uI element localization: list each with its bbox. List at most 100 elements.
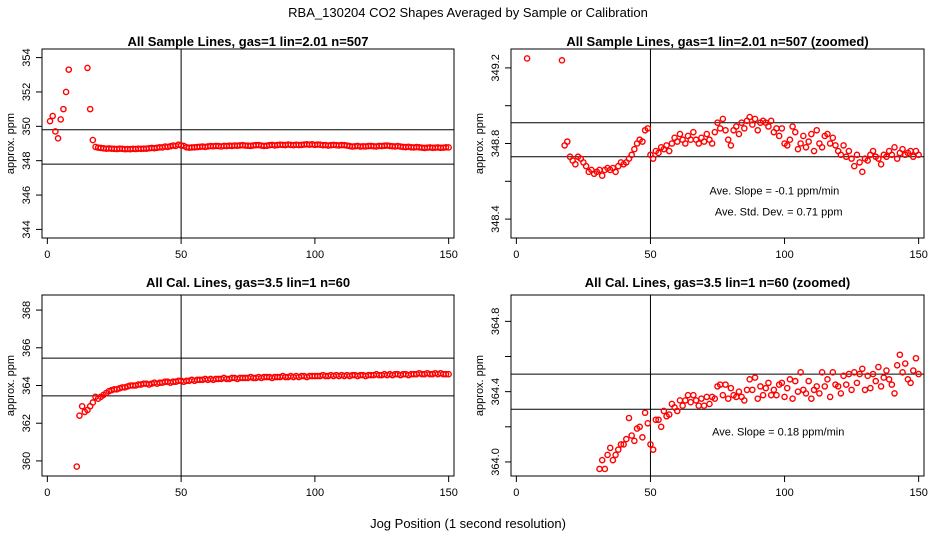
data-point xyxy=(609,456,617,464)
data-point xyxy=(54,135,62,142)
data-point xyxy=(896,351,904,359)
data-point xyxy=(813,383,821,390)
data-point xyxy=(848,155,855,162)
data-point xyxy=(783,384,791,392)
data-point xyxy=(775,132,783,140)
data-point xyxy=(89,136,97,144)
data-point xyxy=(445,370,452,378)
data-point xyxy=(700,402,708,410)
data-point xyxy=(644,125,652,132)
y-axis-label: approx. ppm xyxy=(474,355,486,416)
data-point xyxy=(786,376,794,383)
y-tick-label: 350 xyxy=(21,117,33,135)
data-point xyxy=(856,370,863,378)
data-point xyxy=(743,386,751,394)
data-point xyxy=(673,138,681,145)
data-point xyxy=(655,149,662,157)
data-point xyxy=(789,395,796,402)
data-point xyxy=(657,423,665,431)
data-point xyxy=(875,363,882,371)
data-point xyxy=(614,446,622,453)
data-point xyxy=(746,376,753,383)
data-point xyxy=(893,361,901,369)
data-point xyxy=(690,391,697,399)
y-axis-label: approx. ppm xyxy=(5,113,17,174)
y-tick-label: 368 xyxy=(21,301,33,319)
data-point xyxy=(708,140,716,147)
data-point xyxy=(909,153,917,161)
y-tick-label: 349.2 xyxy=(490,54,502,82)
data-point xyxy=(765,123,772,130)
x-tick-label: 50 xyxy=(644,249,656,261)
x-tick-label: 0 xyxy=(513,249,519,261)
data-point xyxy=(687,136,694,144)
data-point xyxy=(808,130,815,138)
data-point xyxy=(668,140,676,147)
data-point xyxy=(791,128,799,136)
x-tick-label: 100 xyxy=(775,487,793,499)
y-tick-label: 364.4 xyxy=(490,378,502,406)
data-point xyxy=(888,381,896,388)
y-axis-label: approx. ppm xyxy=(474,113,486,174)
data-point xyxy=(631,437,638,445)
data-point xyxy=(746,113,753,121)
data-point xyxy=(840,142,847,149)
data-point xyxy=(665,147,673,155)
data-point xyxy=(824,130,831,138)
data-point xyxy=(623,435,630,443)
data-point xyxy=(612,168,619,176)
data-point xyxy=(676,130,684,138)
data-point xyxy=(639,434,646,441)
data-point xyxy=(647,441,654,448)
data-point xyxy=(885,376,893,383)
data-point xyxy=(883,367,890,374)
panel-title: All Cal. Lines, gas=3.5 lin=1 n=60 xyxy=(146,275,350,290)
data-point xyxy=(711,395,719,402)
data-point xyxy=(442,370,450,378)
data-point xyxy=(912,354,920,362)
data-point xyxy=(837,390,845,397)
page-title: RBA_130204 CO2 Shapes Averaged by Sample… xyxy=(288,5,648,20)
data-point xyxy=(684,391,692,399)
data-point xyxy=(754,395,762,402)
data-point xyxy=(901,360,909,367)
data-point xyxy=(805,138,812,145)
data-point xyxy=(856,159,863,166)
data-point xyxy=(781,393,788,401)
x-tick-label: 150 xyxy=(909,249,927,261)
data-point xyxy=(759,391,767,399)
data-point xyxy=(714,119,721,127)
data-point xyxy=(722,126,729,134)
data-point xyxy=(735,130,743,138)
data-point xyxy=(875,155,882,162)
data-point xyxy=(86,105,94,113)
data-point xyxy=(893,155,901,162)
data-point xyxy=(724,136,732,144)
data-point xyxy=(673,407,681,415)
data-point xyxy=(692,397,700,404)
data-point xyxy=(805,377,812,385)
x-tick-label: 50 xyxy=(175,487,187,499)
data-point xyxy=(727,142,735,149)
data-point xyxy=(891,390,898,397)
x-tick-label: 100 xyxy=(306,487,324,499)
data-point xyxy=(741,397,748,404)
data-point xyxy=(598,456,606,464)
y-tick-label: 346 xyxy=(21,186,33,204)
data-point xyxy=(757,383,764,390)
data-point xyxy=(770,386,778,394)
data-point xyxy=(652,416,660,424)
y-tick-label: 364.0 xyxy=(490,448,502,476)
data-point xyxy=(773,125,780,132)
annotation-text: Ave. Slope = -0.1 ppm/min xyxy=(709,186,839,198)
y-tick-label: 362 xyxy=(21,414,33,432)
data-point xyxy=(628,151,635,159)
data-point xyxy=(859,168,866,176)
data-point xyxy=(572,160,579,168)
y-tick-label: 354 xyxy=(21,48,33,66)
data-point xyxy=(676,397,684,404)
data-point xyxy=(177,142,185,149)
data-point xyxy=(625,414,633,422)
data-point xyxy=(864,157,871,164)
